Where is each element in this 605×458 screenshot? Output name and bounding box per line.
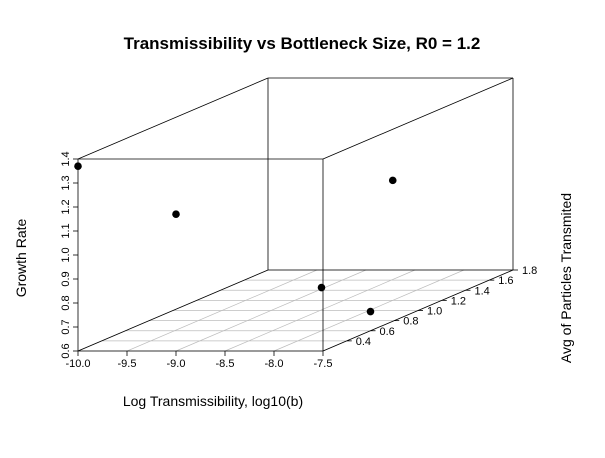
floor-grid [77,269,514,352]
z-tick-label: 1.4 [60,151,72,166]
z-tick-label: 0.6 [60,343,72,358]
data-point [366,307,375,316]
box-edge [77,77,269,160]
z-tick-label: 0.8 [60,295,72,310]
x-tick-label: -7.5 [314,358,333,370]
data-point [388,176,397,185]
chart-title: Transmissibility vs Bottleneck Size, R0 … [124,34,481,53]
data-point [172,210,180,218]
y-tick-label: 0.4 [356,336,371,348]
y-tick-label: 1.4 [475,285,490,297]
z-tick-label: 1.2 [60,199,72,214]
y-axis-label: Avg of Particles Transmited [558,193,574,363]
z-tick-label: 1.1 [60,223,72,238]
data-points [74,162,397,316]
z-tick-label: 0.9 [60,271,72,286]
data-point [317,283,326,292]
y-tick-label: 1.6 [498,275,513,287]
z-tick-label: 1.3 [60,175,72,190]
y-tick-label: 0.8 [403,316,418,328]
x-axis-label: Log Transmissibility, log10(b) [123,393,303,409]
z-tick-label: 0.7 [60,319,72,334]
box-edge [77,269,269,352]
plot-box [77,77,514,352]
y-tick-label: 1.8 [522,265,537,277]
box-edge [322,77,514,160]
y-tick-label: 1.2 [451,295,466,307]
data-point [74,162,82,170]
x-tick-label: -8.5 [216,358,235,370]
z-tick-label: 1.0 [60,247,72,262]
axis-ticks: -10.0 -9.5 -9.0 -8.5 -8.0 -7.5 0.6 0.7 0.8 0.9 1.0… [60,151,537,370]
x-tick-label: -10.0 [65,358,90,370]
y-tick-label: 0.6 [380,326,395,338]
x-tick-label: -9.5 [118,358,137,370]
y-tick-label: 1.0 [427,306,442,318]
z-axis-label: Growth Rate [13,218,29,297]
x-tick-label: -8.0 [265,358,284,370]
x-tick-label: -9.0 [167,358,186,370]
